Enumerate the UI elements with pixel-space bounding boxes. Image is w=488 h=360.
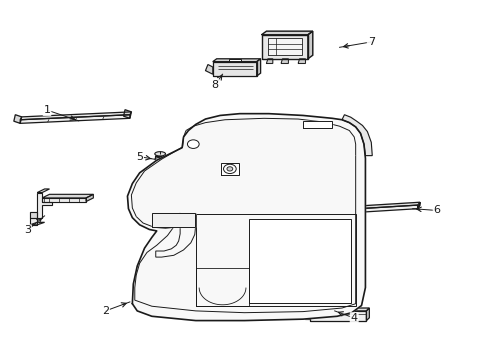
Polygon shape bbox=[212, 62, 256, 76]
Text: 4: 4 bbox=[350, 313, 357, 323]
Polygon shape bbox=[152, 213, 194, 226]
Polygon shape bbox=[351, 206, 361, 216]
Polygon shape bbox=[86, 194, 93, 202]
Polygon shape bbox=[37, 189, 49, 193]
Polygon shape bbox=[366, 308, 368, 320]
Polygon shape bbox=[30, 222, 44, 225]
Circle shape bbox=[187, 140, 199, 148]
Polygon shape bbox=[358, 202, 419, 209]
Polygon shape bbox=[37, 193, 52, 218]
Polygon shape bbox=[303, 121, 331, 128]
Polygon shape bbox=[307, 31, 312, 59]
Ellipse shape bbox=[155, 152, 165, 156]
Text: 7: 7 bbox=[367, 37, 374, 47]
Polygon shape bbox=[30, 218, 37, 225]
Polygon shape bbox=[249, 220, 350, 303]
Polygon shape bbox=[127, 114, 365, 320]
Polygon shape bbox=[212, 59, 260, 62]
Polygon shape bbox=[155, 156, 165, 159]
Polygon shape bbox=[266, 59, 272, 63]
Polygon shape bbox=[261, 31, 312, 35]
Polygon shape bbox=[341, 115, 371, 156]
Polygon shape bbox=[358, 205, 417, 212]
Polygon shape bbox=[42, 194, 93, 198]
Polygon shape bbox=[281, 59, 288, 63]
Circle shape bbox=[223, 164, 236, 174]
Polygon shape bbox=[30, 212, 37, 218]
Text: 1: 1 bbox=[43, 105, 50, 115]
Polygon shape bbox=[310, 311, 366, 320]
Circle shape bbox=[226, 167, 232, 171]
Text: 5: 5 bbox=[136, 152, 143, 162]
Polygon shape bbox=[20, 112, 131, 120]
Text: 2: 2 bbox=[102, 306, 109, 316]
Polygon shape bbox=[298, 59, 305, 63]
Polygon shape bbox=[256, 59, 260, 76]
Polygon shape bbox=[417, 202, 419, 209]
Text: 8: 8 bbox=[211, 80, 218, 90]
Polygon shape bbox=[14, 115, 21, 123]
Polygon shape bbox=[267, 39, 302, 55]
Polygon shape bbox=[20, 115, 130, 123]
Polygon shape bbox=[42, 198, 86, 202]
Ellipse shape bbox=[155, 157, 165, 161]
Polygon shape bbox=[221, 163, 238, 175]
Polygon shape bbox=[123, 110, 131, 118]
Polygon shape bbox=[228, 59, 240, 62]
Polygon shape bbox=[205, 64, 212, 74]
Text: 3: 3 bbox=[24, 225, 31, 235]
Polygon shape bbox=[261, 35, 307, 59]
Text: 6: 6 bbox=[433, 206, 440, 216]
Polygon shape bbox=[305, 313, 310, 319]
Polygon shape bbox=[310, 308, 368, 311]
